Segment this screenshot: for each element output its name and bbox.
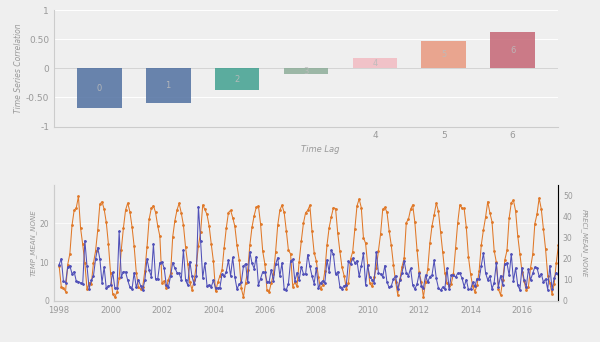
Line: TEMP_MEAN_NONE: TEMP_MEAN_NONE bbox=[58, 196, 559, 298]
TEMP_MEAN_NONE bbox=[111, 295, 118, 299]
Text: 4: 4 bbox=[372, 59, 377, 68]
Text: 3: 3 bbox=[304, 67, 308, 76]
TEMP_MEAN_NONE bbox=[531, 222, 538, 226]
TEMP_MEAN_NONE bbox=[56, 264, 63, 268]
Bar bbox=[284, 68, 328, 74]
PRECI_MEAN_NONE bbox=[56, 263, 63, 267]
Y-axis label: PRECI_MEAN_NONE: PRECI_MEAN_NONE bbox=[581, 209, 587, 277]
Bar bbox=[146, 68, 191, 103]
Text: 0: 0 bbox=[97, 84, 102, 93]
TEMP_MEAN_NONE bbox=[536, 196, 543, 200]
Y-axis label: Time Series Correlation: Time Series Correlation bbox=[14, 24, 23, 113]
Y-axis label: TEMP_MEAN_NONE: TEMP_MEAN_NONE bbox=[30, 210, 37, 276]
TEMP_MEAN_NONE bbox=[248, 225, 256, 229]
PRECI_MEAN_NONE bbox=[531, 265, 538, 269]
PRECI_MEAN_NONE bbox=[377, 272, 384, 276]
TEMP_MEAN_NONE bbox=[206, 224, 213, 228]
Text: 6: 6 bbox=[510, 45, 515, 55]
TEMP_MEAN_NONE bbox=[555, 243, 562, 247]
PRECI_MEAN_NONE bbox=[536, 274, 543, 278]
PRECI_MEAN_NONE bbox=[203, 284, 211, 288]
PRECI_MEAN_NONE bbox=[88, 278, 95, 282]
TEMP_MEAN_NONE bbox=[379, 208, 386, 212]
Text: 5: 5 bbox=[441, 50, 446, 59]
PRECI_MEAN_NONE bbox=[555, 272, 562, 276]
TEMP_MEAN_NONE bbox=[90, 261, 97, 265]
TEMP_MEAN_NONE bbox=[75, 194, 82, 198]
Line: PRECI_MEAN_NONE: PRECI_MEAN_NONE bbox=[59, 206, 559, 291]
Bar bbox=[353, 58, 397, 68]
Text: 2: 2 bbox=[235, 75, 240, 84]
Bar bbox=[421, 41, 466, 68]
PRECI_MEAN_NONE bbox=[246, 250, 253, 254]
PRECI_MEAN_NONE bbox=[437, 288, 444, 292]
PRECI_MEAN_NONE bbox=[195, 205, 202, 209]
Bar bbox=[77, 68, 122, 108]
Text: Time Lag: Time Lag bbox=[301, 145, 339, 154]
Bar bbox=[490, 32, 535, 68]
Text: 1: 1 bbox=[166, 81, 171, 90]
Bar bbox=[215, 68, 259, 90]
